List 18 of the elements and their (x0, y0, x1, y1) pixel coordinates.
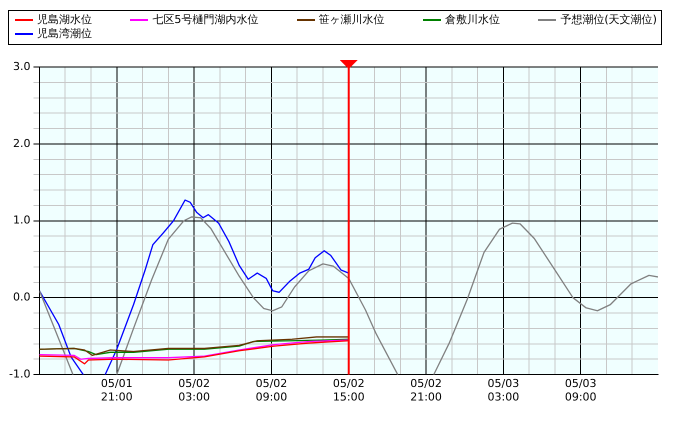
y-tick-label: -1.0 (8, 367, 30, 380)
legend-label: 予想潮位(天文潮位) (560, 13, 657, 27)
y-tick-label: 3.0 (12, 60, 30, 73)
x-tick-label: 05/03 09:00 (564, 377, 597, 404)
y-tick-label: 1.0 (12, 214, 30, 227)
x-tick-label: 05/02 03:00 (178, 377, 210, 404)
legend-label: 児島湖水位 (37, 13, 92, 27)
x-tick-label: 05/01 21:00 (100, 377, 133, 404)
x-tick-label: 05/02 15:00 (332, 377, 365, 404)
x-tick-label: 05/03 03:00 (488, 377, 520, 404)
y-tick-label: 2.0 (12, 136, 30, 150)
x-tick-label: 05/02 09:00 (256, 377, 288, 404)
legend-label: 七区5号樋門湖内水位 (152, 13, 258, 27)
y-tick-label: 0.0 (12, 290, 30, 304)
x-tick-label: 05/02 21:00 (410, 377, 442, 404)
legend-label: 笹ヶ瀬川水位 (318, 13, 385, 27)
legend-label: 児島湾潮位 (37, 27, 92, 41)
legend-label: 倉敷川水位 (445, 13, 500, 27)
